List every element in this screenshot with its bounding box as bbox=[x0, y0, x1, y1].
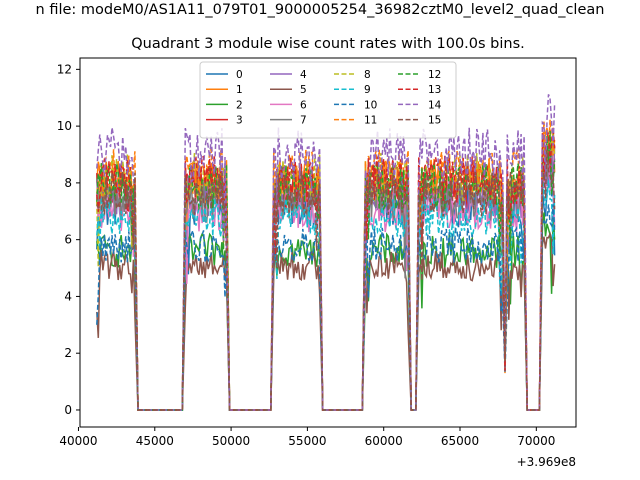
series-line-15 bbox=[96, 149, 556, 411]
series-line-12 bbox=[96, 131, 556, 411]
y-tick-label: 12 bbox=[57, 62, 72, 76]
series-line-5 bbox=[96, 231, 556, 411]
x-tick-label: 60000 bbox=[365, 434, 403, 448]
legend-label-13: 13 bbox=[428, 84, 441, 96]
series-line-14 bbox=[96, 94, 556, 411]
legend-label-1: 1 bbox=[236, 84, 243, 96]
series-line-9 bbox=[96, 177, 556, 411]
legend-label-4: 4 bbox=[300, 69, 307, 81]
series-line-11 bbox=[96, 119, 556, 411]
x-tick-label: 40000 bbox=[59, 434, 97, 448]
legend-label-9: 9 bbox=[364, 84, 371, 96]
x-tick-label: 65000 bbox=[441, 434, 479, 448]
legend-label-2: 2 bbox=[236, 99, 243, 111]
x-tick-label: 55000 bbox=[288, 434, 326, 448]
legend-label-15: 15 bbox=[428, 115, 441, 127]
legend-label-8: 8 bbox=[364, 69, 371, 81]
axes-frame bbox=[79, 57, 577, 428]
x-tick-label: 70000 bbox=[517, 434, 555, 448]
series-layer bbox=[96, 94, 556, 411]
legend-label-3: 3 bbox=[236, 115, 243, 127]
series-line-6 bbox=[96, 160, 556, 411]
x-ticks: 40000 45000 50000 55000 60000 65000 70000 bbox=[59, 427, 555, 448]
legend-label-0: 0 bbox=[236, 69, 243, 81]
legend-label-11: 11 bbox=[364, 115, 377, 127]
y-tick-label: 2 bbox=[64, 346, 72, 360]
y-tick-label: 8 bbox=[64, 176, 72, 190]
legend-label-10: 10 bbox=[364, 99, 377, 111]
y-tick-label: 10 bbox=[57, 119, 72, 133]
x-tick-label: 45000 bbox=[136, 434, 174, 448]
chart-title: Quadrant 3 module wise count rates with … bbox=[131, 36, 525, 52]
legend-label-14: 14 bbox=[428, 99, 442, 111]
y-ticks: 0 2 4 6 8 10 12 bbox=[57, 62, 80, 417]
series-line-10 bbox=[96, 204, 556, 411]
legend-label-5: 5 bbox=[300, 84, 307, 96]
legend-label-6: 6 bbox=[300, 99, 307, 111]
y-tick-label: 0 bbox=[64, 403, 72, 417]
x-offset-label: +3.969e8 bbox=[517, 455, 576, 469]
legend-label-7: 7 bbox=[300, 115, 307, 127]
legend-label-12: 12 bbox=[428, 69, 441, 81]
y-tick-label: 4 bbox=[64, 289, 72, 303]
series-line-2 bbox=[96, 212, 556, 411]
legend-frame bbox=[199, 61, 457, 139]
y-tick-label: 6 bbox=[64, 233, 72, 247]
figure-suptitle: n file: modeM0/AS1A11_079T01_9000005254_… bbox=[35, 2, 605, 18]
x-tick-label: 50000 bbox=[212, 434, 250, 448]
